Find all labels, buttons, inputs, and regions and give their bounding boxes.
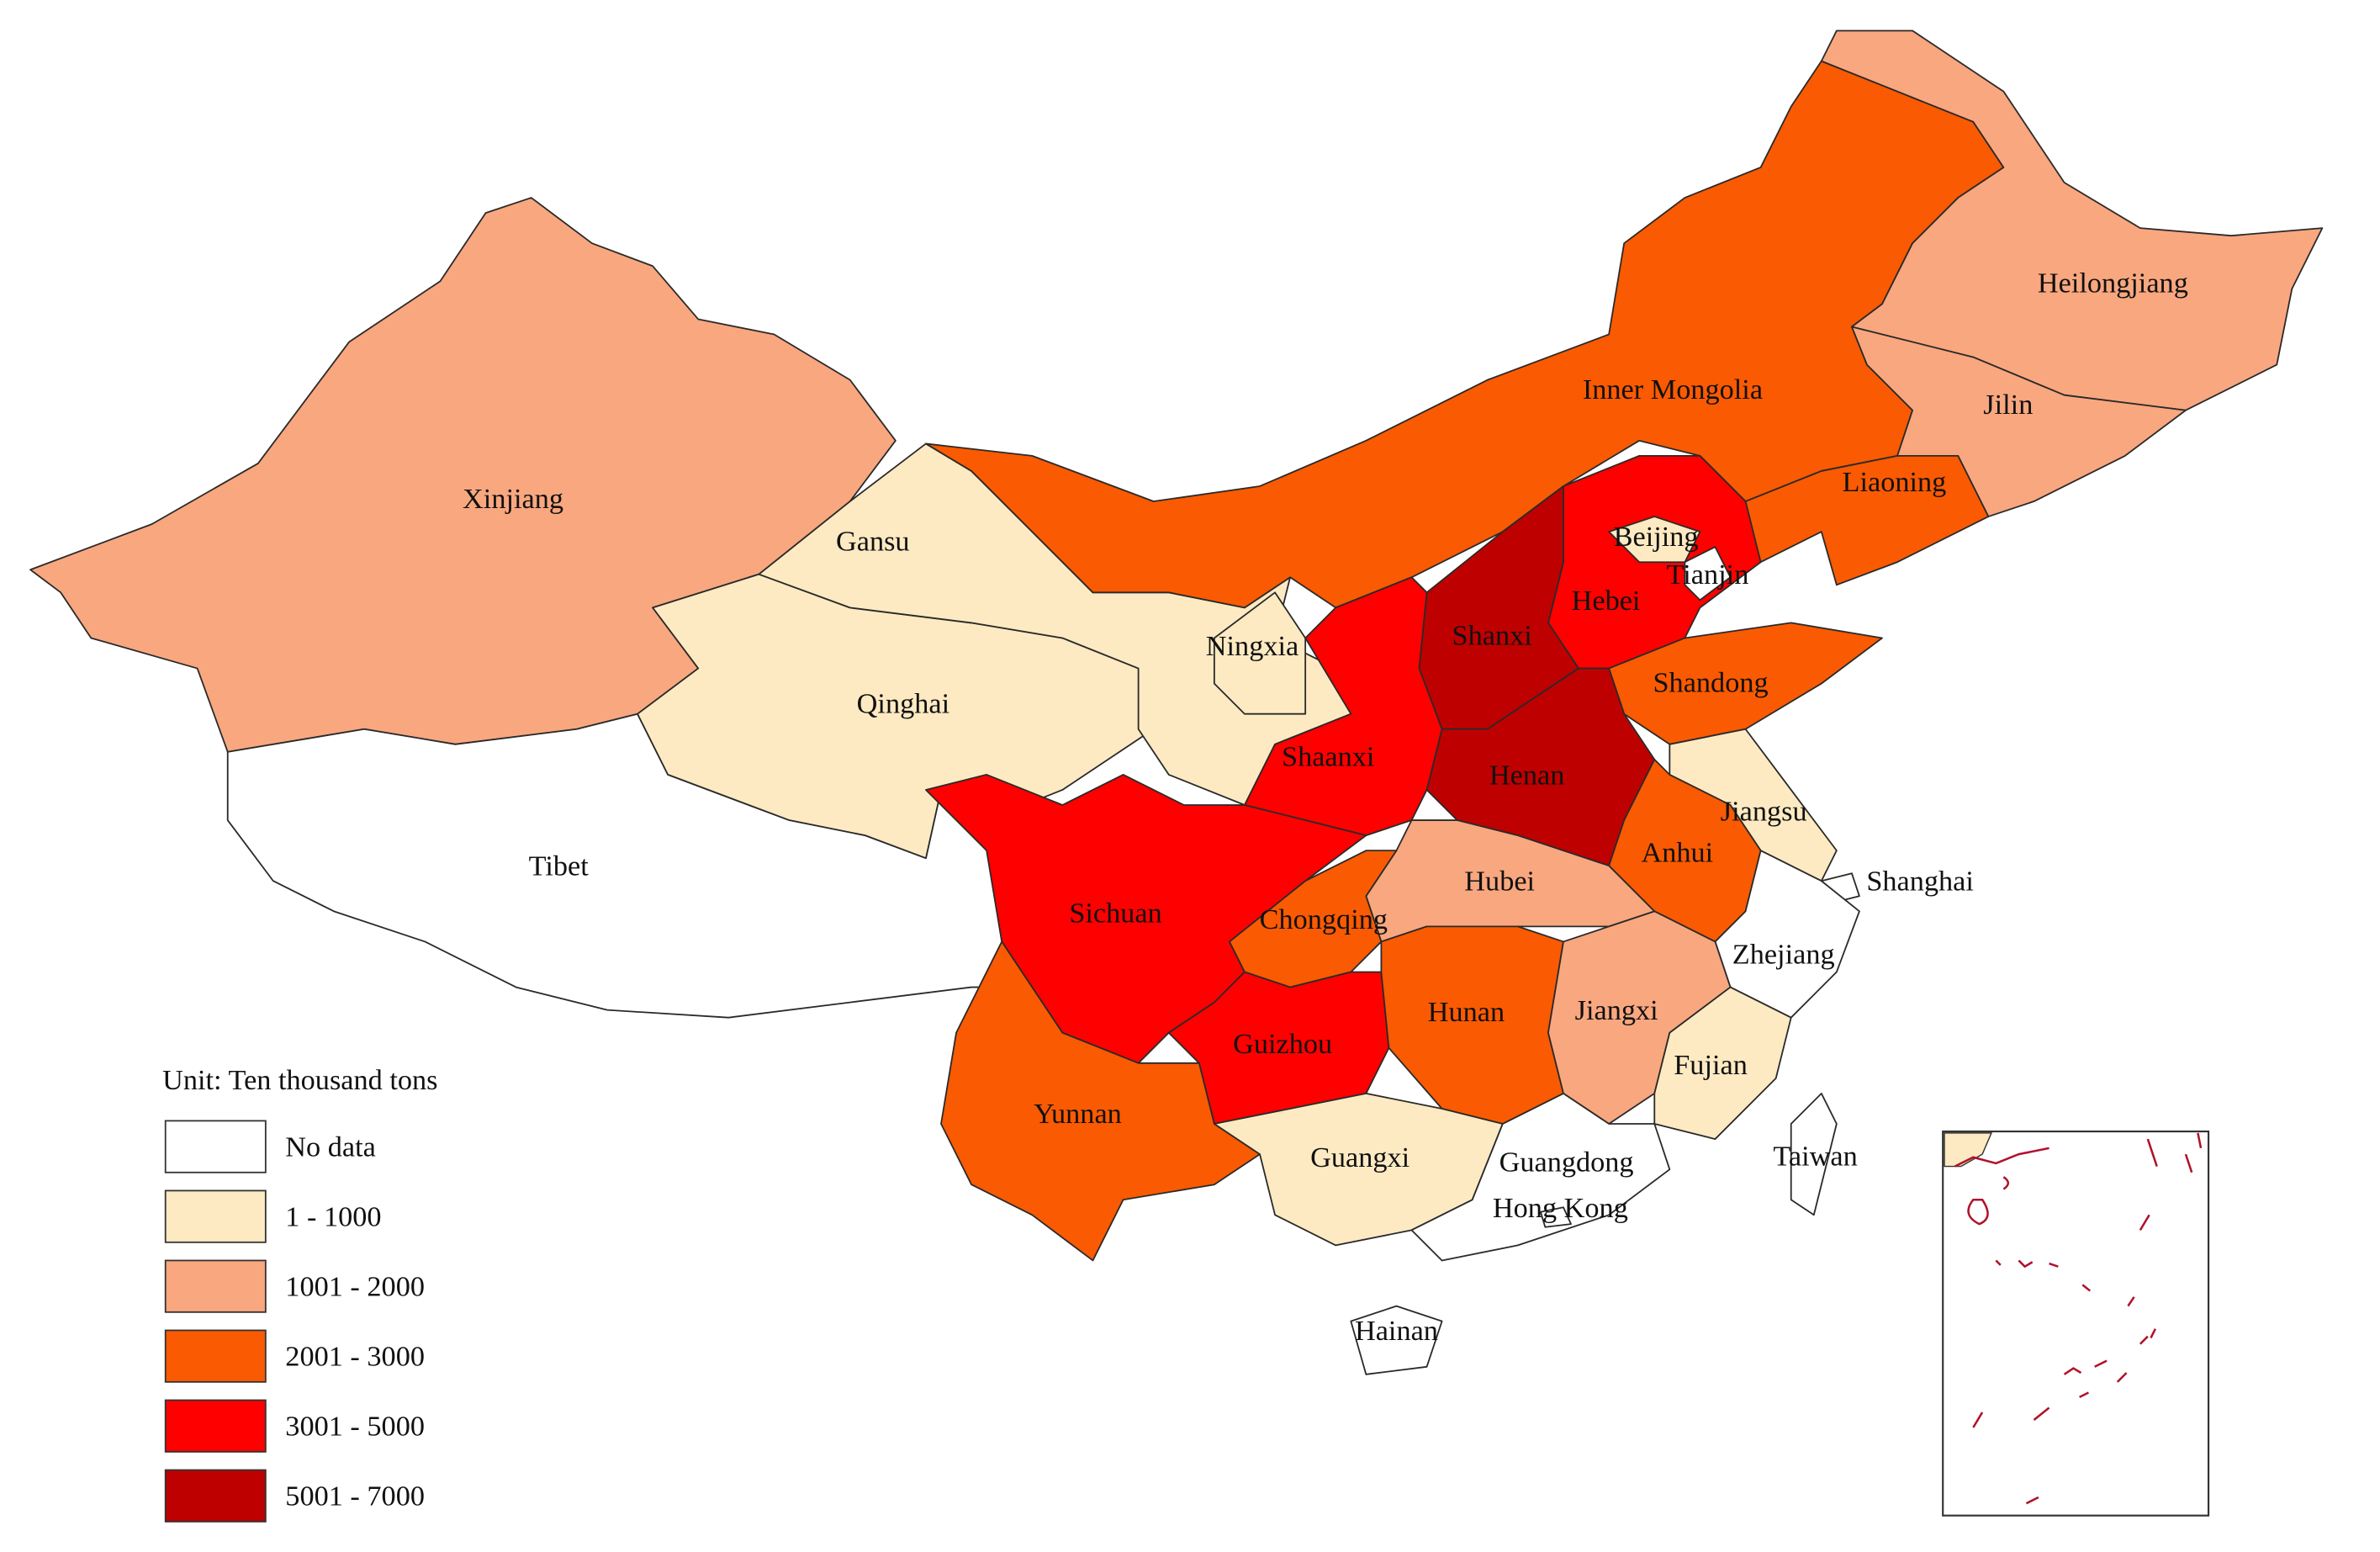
province-label: Ningxia xyxy=(1206,630,1298,662)
province-label: Xinjiang xyxy=(463,483,563,515)
province-label: Jilin xyxy=(1983,389,2033,421)
inset-land xyxy=(1944,1132,1993,1168)
province-label: Beijing xyxy=(1614,521,1699,553)
province-label: Anhui xyxy=(1642,836,1714,868)
legend-swatch xyxy=(164,1469,267,1523)
legend-title: Unit: Ten thousand tons xyxy=(162,1064,437,1096)
province-label: Guangxi xyxy=(1310,1141,1409,1173)
province xyxy=(1790,1093,1838,1216)
legend-swatch xyxy=(164,1399,267,1453)
province-label: Gansu xyxy=(836,525,910,557)
province xyxy=(1244,576,1443,836)
province-label: Zhejiang xyxy=(1732,938,1835,970)
province-label: Chongqing xyxy=(1260,903,1388,935)
legend-label: No data xyxy=(285,1131,376,1163)
province-label: Jiangxi xyxy=(1575,994,1658,1026)
province-label: Hunan xyxy=(1428,996,1505,1028)
legend-swatch xyxy=(164,1120,267,1173)
province-label: Tibet xyxy=(529,850,590,882)
province xyxy=(1213,591,1307,715)
legend-label: 5001 - 7000 xyxy=(285,1480,425,1512)
inset-frame xyxy=(1942,1130,2210,1517)
province-label: Heilongjiang xyxy=(2038,267,2188,299)
south-china-sea-inset xyxy=(1942,1130,2210,1517)
province xyxy=(1350,1305,1443,1375)
legend-label: 3001 - 5000 xyxy=(285,1411,425,1443)
province-label: Shanghai xyxy=(1866,866,1974,898)
province-label: Liaoning xyxy=(1843,466,1947,498)
legend: Unit: Ten thousand tons No data 1 - 1000 1… xyxy=(162,1064,438,1523)
province-label: Guizhou xyxy=(1233,1028,1332,1060)
provinces xyxy=(29,29,2324,1375)
province-label: Guangdong xyxy=(1499,1147,1634,1179)
province xyxy=(1410,1093,1671,1262)
province xyxy=(1684,546,1732,601)
province-label: Shandong xyxy=(1653,666,1768,698)
province-label: Taiwan xyxy=(1773,1140,1857,1172)
legend-swatch xyxy=(164,1259,267,1313)
province-label: Shanxi xyxy=(1452,619,1532,651)
legend-swatch xyxy=(164,1189,267,1243)
province-label: Hong Kong xyxy=(1493,1192,1628,1224)
province-label: Henan xyxy=(1489,759,1564,791)
legend-swatch xyxy=(164,1329,267,1383)
legend-label: 2001 - 3000 xyxy=(285,1341,425,1373)
province xyxy=(1540,1206,1572,1228)
province-labels: Xinjiang Tibet Qinghai Gansu Ningxia Inner Mo… xyxy=(463,267,2188,1347)
province xyxy=(1653,986,1792,1140)
province-label: Sichuan xyxy=(1069,898,1161,930)
province-label: Yunnan xyxy=(1034,1098,1122,1130)
province-label: Shaanxi xyxy=(1282,741,1374,773)
province xyxy=(1608,516,1701,564)
province xyxy=(1851,326,2187,517)
province-label: Inner Mongolia xyxy=(1583,373,1763,405)
inset-islands xyxy=(1954,1132,2203,1505)
province xyxy=(940,940,1261,1262)
province-label: Hubei xyxy=(1464,866,1535,898)
legend-label: 1 - 1000 xyxy=(285,1201,381,1233)
legend-label: 1001 - 2000 xyxy=(285,1271,425,1303)
province-label: Hebei xyxy=(1572,585,1641,617)
province-label: Tianjin xyxy=(1667,559,1749,591)
province xyxy=(1608,622,1883,745)
province-label: Jiangsu xyxy=(1721,796,1807,828)
province-label: Hainan xyxy=(1355,1315,1438,1347)
province-label: Fujian xyxy=(1674,1049,1748,1081)
province-label: Qinghai xyxy=(857,688,949,720)
